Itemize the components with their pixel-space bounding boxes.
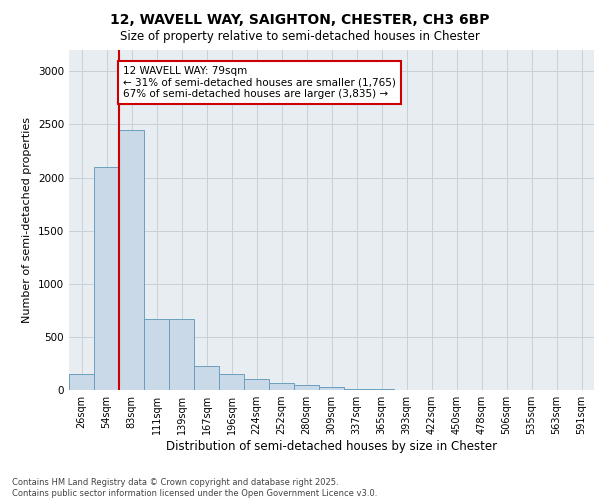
Bar: [169, 319, 194, 390]
Bar: [319, 387, 344, 390]
Text: 12 WAVELL WAY: 79sqm
← 31% of semi-detached houses are smaller (1,765)
67% of se: 12 WAVELL WAY: 79sqm ← 31% of semi-detac…: [123, 66, 395, 99]
Bar: [344, 389, 369, 390]
Bar: [94, 167, 119, 390]
Text: Size of property relative to semi-detached houses in Chester: Size of property relative to semi-detach…: [120, 30, 480, 43]
Bar: [194, 366, 219, 390]
Bar: [269, 382, 294, 390]
Text: 12, WAVELL WAY, SAIGHTON, CHESTER, CH3 6BP: 12, WAVELL WAY, SAIGHTON, CHESTER, CH3 6…: [110, 12, 490, 26]
Bar: [69, 374, 94, 390]
Text: Contains HM Land Registry data © Crown copyright and database right 2025.
Contai: Contains HM Land Registry data © Crown c…: [12, 478, 377, 498]
Bar: [294, 384, 319, 390]
Bar: [244, 380, 269, 390]
Bar: [119, 130, 144, 390]
Y-axis label: Number of semi-detached properties: Number of semi-detached properties: [22, 117, 32, 323]
Bar: [219, 374, 244, 390]
Bar: [144, 319, 169, 390]
X-axis label: Distribution of semi-detached houses by size in Chester: Distribution of semi-detached houses by …: [166, 440, 497, 453]
